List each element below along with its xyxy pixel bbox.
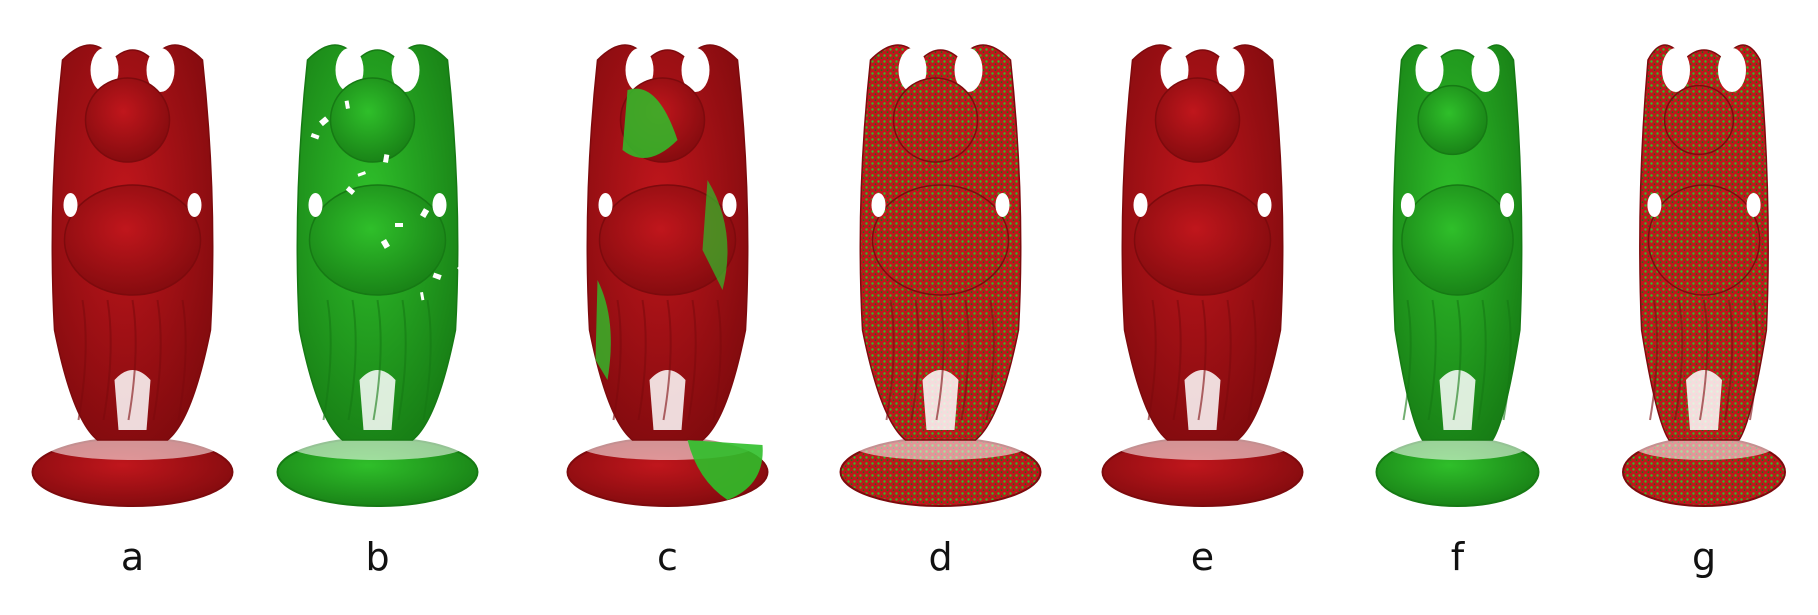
statue-mesh <box>275 44 481 507</box>
panel-label-d: d <box>928 535 953 579</box>
panel-label-a: a <box>120 535 145 579</box>
panel-g: g <box>1590 0 1818 615</box>
statue-mesh <box>566 44 769 507</box>
statue-mesh <box>1622 44 1786 507</box>
panel-e: e <box>1085 0 1320 615</box>
statue-mesh <box>1375 44 1540 507</box>
statue-render-g <box>1622 44 1786 507</box>
statue-render-a <box>31 44 234 507</box>
statue-mesh <box>839 44 1042 507</box>
panel-c: c <box>550 0 785 615</box>
statue-render-c <box>566 44 769 507</box>
statue-render-e <box>1101 44 1304 507</box>
panel-a: a <box>15 0 250 615</box>
statue-render-b <box>275 44 481 507</box>
panel-f: f <box>1340 0 1575 615</box>
statue-mesh <box>31 44 234 507</box>
panel-b: b <box>260 0 495 615</box>
statue-render-d <box>839 44 1042 507</box>
panel-label-c: c <box>657 535 678 579</box>
panel-d: d <box>823 0 1058 615</box>
panel-label-g: g <box>1691 535 1717 579</box>
statue-mesh <box>1101 44 1304 507</box>
panel-label-e: e <box>1190 535 1215 579</box>
panel-label-b: b <box>365 535 390 579</box>
statue-render-f <box>1375 44 1540 507</box>
panel-label-f: f <box>1450 535 1465 579</box>
